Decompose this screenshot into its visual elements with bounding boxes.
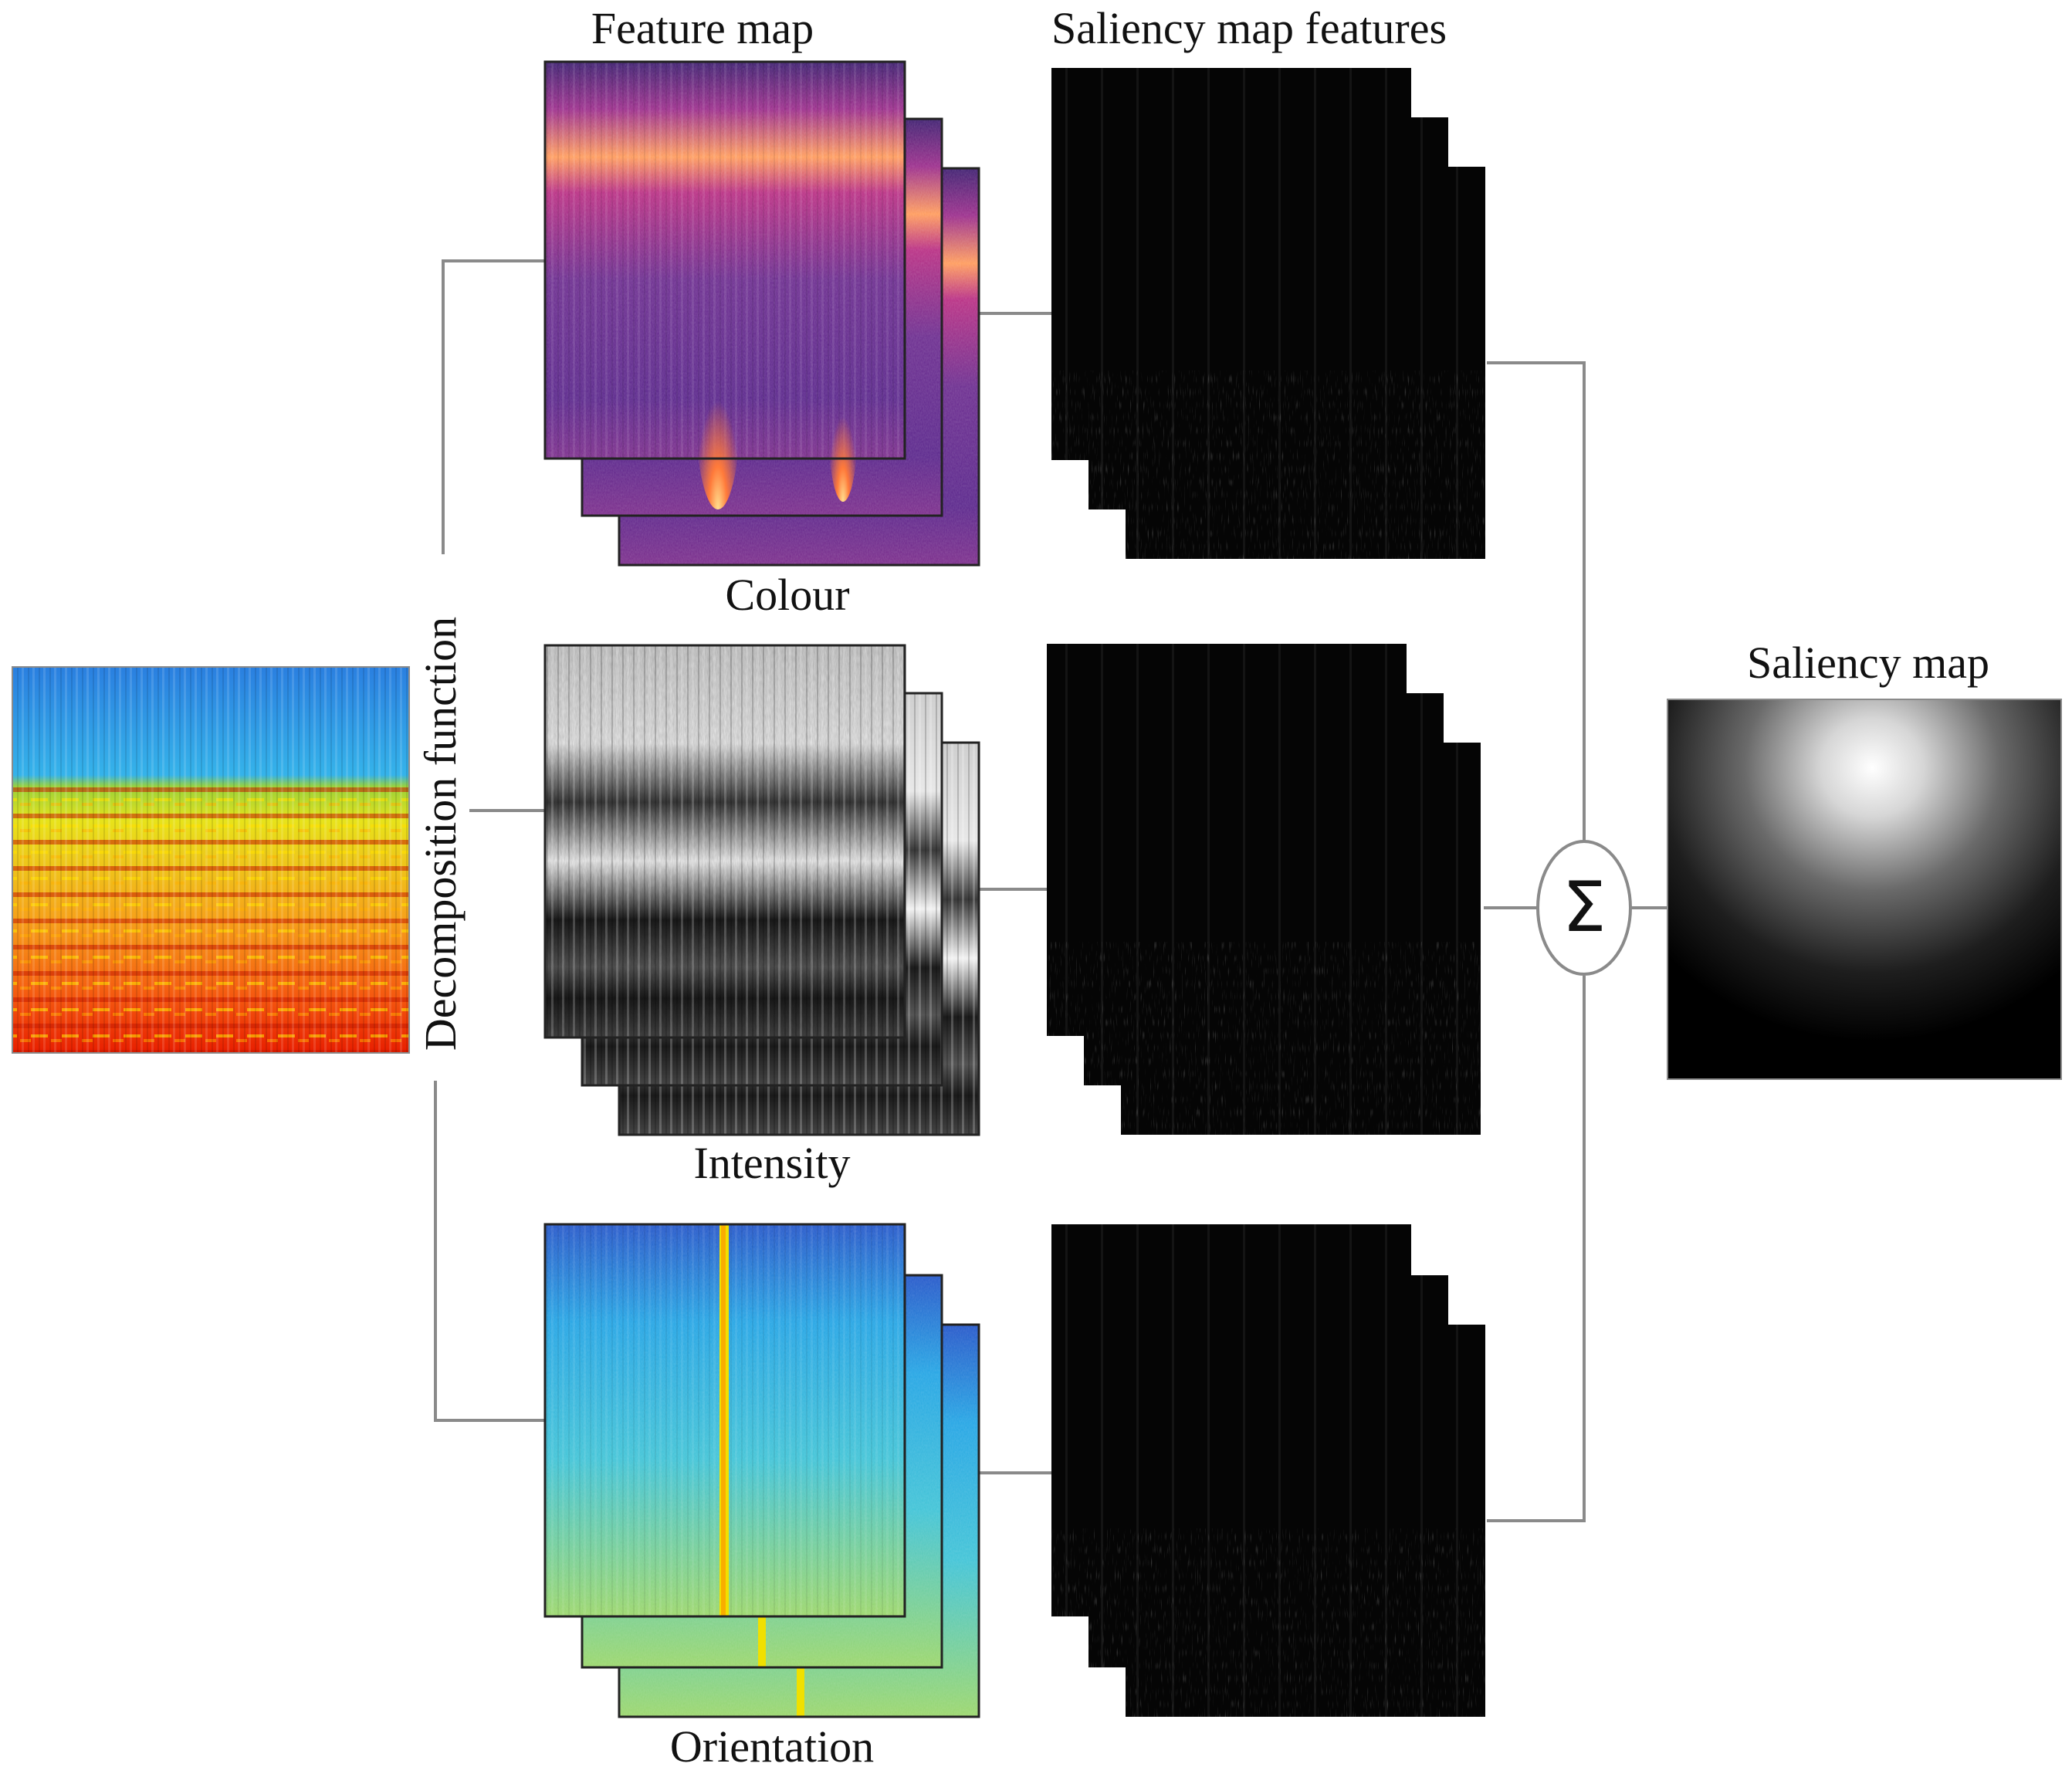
orientation-label: Orientation (670, 1721, 874, 1772)
decomposition-function-label: Decomposition function (415, 617, 466, 1051)
orientation-feature-map-1 (543, 1223, 906, 1618)
colour-feature-stack (543, 60, 980, 567)
input-spectrogram (12, 666, 410, 1054)
saliency-features-intensity-stack (1047, 644, 1481, 1135)
connector-lines (434, 259, 1667, 1522)
intensity-feature-stack (543, 644, 980, 1136)
orientation-feature-stack (543, 1223, 980, 1718)
colour-label: Colour (725, 570, 849, 620)
sum-node: Σ (1536, 840, 1632, 976)
connector-top-to-sum (1487, 361, 1586, 841)
saliency-features-orientation-stack (1051, 1224, 1485, 1717)
saliency-map-features-label: Saliency map features (1051, 3, 1447, 53)
connector-to-colour (442, 259, 545, 554)
saliency-map-output (1667, 699, 2062, 1080)
intensity-feature-map-1 (543, 644, 906, 1039)
intensity-label: Intensity (694, 1138, 851, 1188)
connector-to-orientation (434, 1081, 545, 1422)
saliency-features-colour-stack (1051, 68, 1488, 559)
feature-map-label: Feature map (591, 3, 814, 53)
colour-feature-map-1 (543, 60, 906, 509)
sum-symbol: Σ (1562, 867, 1606, 948)
connector-bottom-to-sum (1487, 976, 1586, 1522)
saliency-map-label: Saliency map (1747, 638, 1989, 688)
